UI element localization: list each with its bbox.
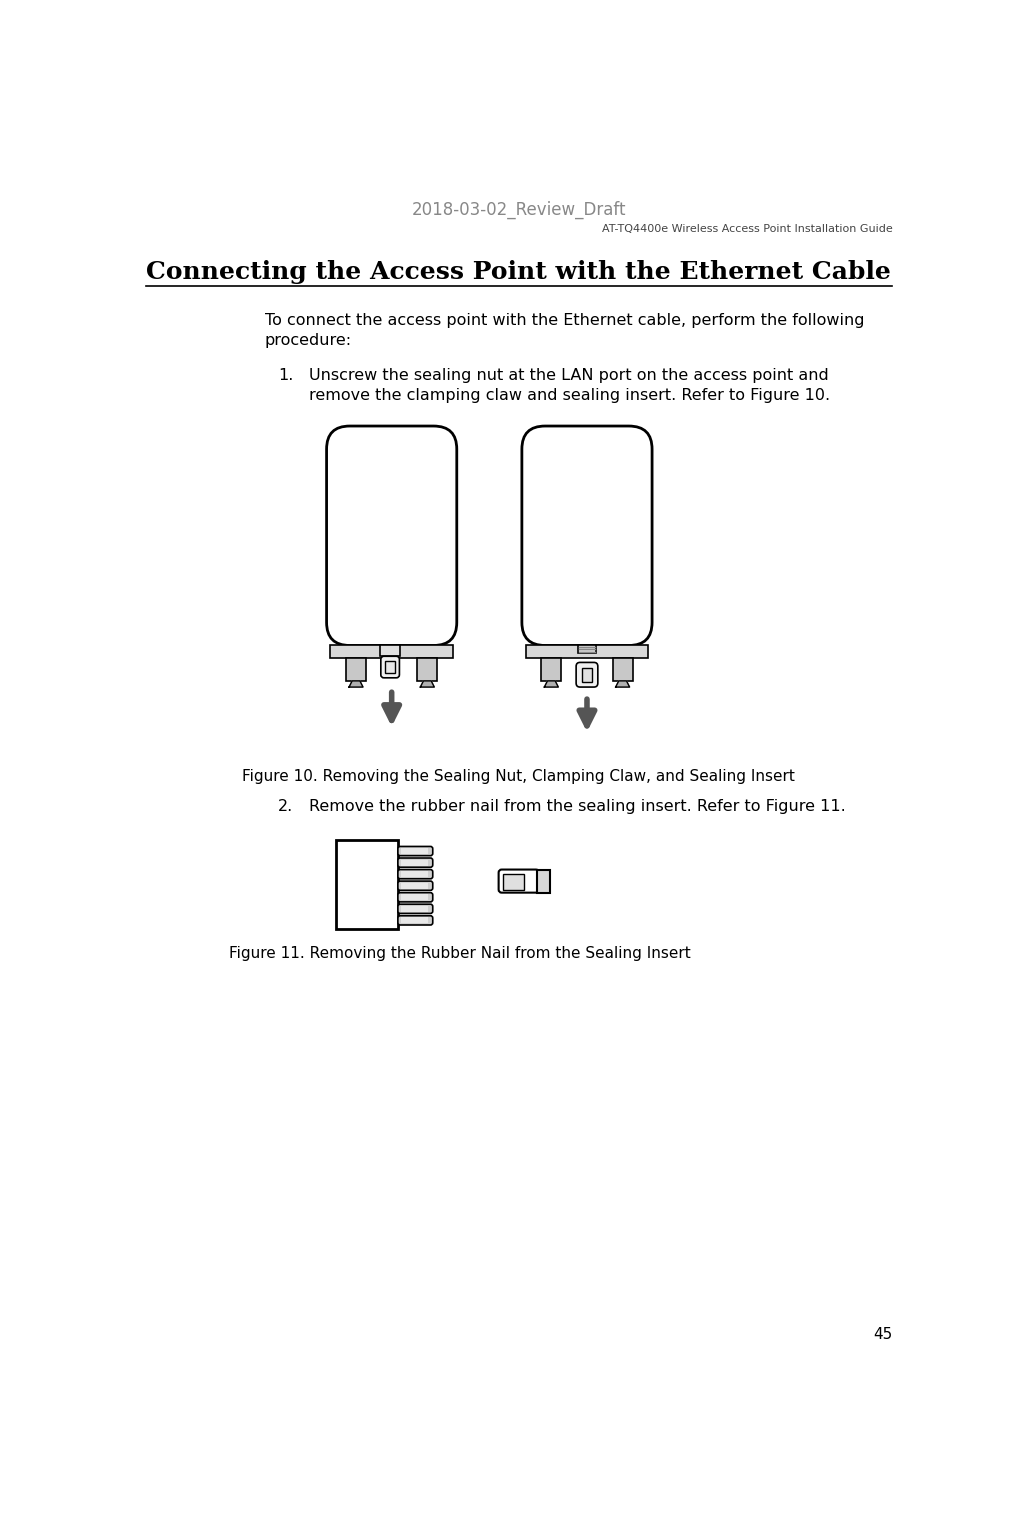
Bar [537,870,550,893]
Text: AT-TQ4400e Wireless Access Point Installation Guide: AT-TQ4400e Wireless Access Point Install… [602,223,892,234]
Bar [401,894,428,901]
Text: 2018-03-02_Review_Draft: 2018-03-02_Review_Draft [411,200,626,219]
FancyBboxPatch shape [398,847,433,856]
Bar [502,875,524,890]
Polygon shape [420,680,435,687]
Text: Figure 10. Removing the Sealing Nut, Clamping Claw, and Sealing Insert: Figure 10. Removing the Sealing Nut, Cla… [242,769,795,784]
Bar [330,645,453,657]
Bar [336,841,398,928]
FancyBboxPatch shape [381,656,399,677]
Polygon shape [616,680,630,687]
FancyBboxPatch shape [522,427,652,645]
FancyBboxPatch shape [398,904,433,913]
Bar [401,872,428,878]
Bar [401,882,428,888]
Text: Unscrew the sealing nut at the LAN port on the access point and
remove the clamp: Unscrew the sealing nut at the LAN port … [309,368,830,404]
Bar [346,657,366,680]
FancyBboxPatch shape [498,870,539,893]
Bar [417,657,438,680]
Bar [577,645,597,653]
Bar [401,859,428,865]
Text: Figure 11. Removing the Rubber Nail from the Sealing Insert: Figure 11. Removing the Rubber Nail from… [229,946,691,960]
Bar [386,661,395,673]
Text: 45: 45 [873,1327,892,1342]
FancyBboxPatch shape [398,893,433,902]
Text: Connecting the Access Point with the Ethernet Cable: Connecting the Access Point with the Eth… [146,260,890,284]
Bar [526,645,648,657]
FancyBboxPatch shape [398,858,433,867]
Bar [401,849,428,855]
FancyBboxPatch shape [398,916,433,925]
Text: 2.: 2. [278,800,293,815]
Bar [401,917,428,924]
Bar [380,645,400,656]
FancyBboxPatch shape [576,662,598,687]
FancyBboxPatch shape [398,870,433,879]
FancyBboxPatch shape [398,881,433,890]
Polygon shape [349,680,363,687]
Text: Remove the rubber nail from the sealing insert. Refer to Figure 11.: Remove the rubber nail from the sealing … [309,800,846,815]
Text: To connect the access point with the Ethernet cable, perform the following
proce: To connect the access point with the Eth… [264,313,864,347]
Polygon shape [544,680,558,687]
Bar [401,905,428,911]
Bar [541,657,561,680]
Text: 1.: 1. [278,368,293,384]
Bar [613,657,633,680]
FancyBboxPatch shape [326,427,457,645]
Bar [581,668,593,682]
